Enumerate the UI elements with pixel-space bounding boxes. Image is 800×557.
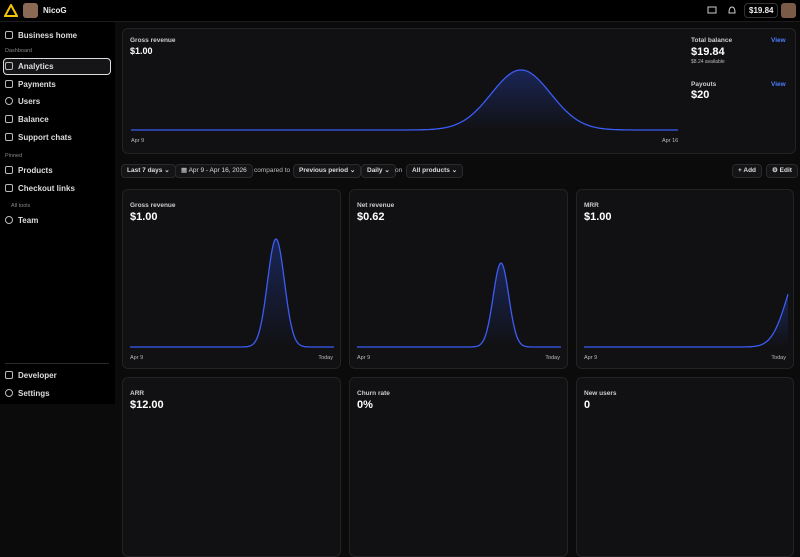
nav-icon [5, 166, 13, 174]
balance-value: $19.84 [691, 46, 725, 58]
bell-icon[interactable] [727, 6, 737, 16]
nav-section[interactable]: All tools [11, 203, 31, 209]
label: Last 7 days [127, 167, 163, 174]
avatar[interactable] [23, 3, 38, 18]
home-icon [5, 31, 13, 39]
interval-select[interactable]: Daily ⌄ [361, 164, 396, 178]
card-title: Net revenue [357, 202, 395, 209]
products-select[interactable]: All products ⌄ [406, 164, 464, 178]
label: Daily [367, 167, 383, 174]
logo [4, 4, 18, 17]
nav-icon [5, 184, 13, 192]
nav-icon [5, 216, 13, 224]
card-value: $1.00 [130, 211, 158, 223]
card-value: $1.00 [130, 46, 153, 56]
nav-item[interactable]: Analytics [18, 62, 54, 71]
nav-item[interactable]: Payments [18, 80, 56, 89]
metric-card: Churn rate 0% [349, 377, 568, 557]
nav-item[interactable]: Users [18, 97, 41, 106]
balance-note: $8.24 available [691, 59, 725, 65]
axis-label: Apr 9 [130, 355, 144, 361]
payouts-value: $20 [691, 89, 710, 101]
nav-icon [5, 133, 13, 141]
axis-label: Apr 16 [662, 138, 679, 144]
nav-item[interactable]: Products [18, 166, 53, 175]
card-title: Churn rate [357, 390, 390, 397]
metric-card: Net revenue $0.62 Apr 9 Today [349, 189, 568, 369]
card-chart [357, 262, 561, 348]
axis-label: Apr 9 [357, 355, 371, 361]
balance-button[interactable]: $19.84 [744, 3, 779, 18]
nav-section: Pinned [5, 153, 23, 159]
card-title: MRR [584, 202, 599, 209]
card-value: 0 [584, 399, 591, 411]
edit-button[interactable]: ⚙ Edit [766, 164, 798, 178]
nav-active [3, 58, 111, 75]
card-chart [584, 294, 789, 348]
card-value: 0% [357, 399, 373, 411]
nav-section: Dashboard [5, 48, 32, 54]
nav-icon [5, 371, 13, 379]
range-select[interactable]: Last 7 days ⌄ [121, 164, 176, 178]
nav-icon [5, 389, 13, 397]
nav-icon [5, 115, 13, 123]
nav-item[interactable]: Balance [18, 115, 49, 124]
label: All products [412, 167, 450, 174]
payouts-title: Payouts [691, 81, 717, 88]
label: Previous period [299, 167, 349, 174]
metric-card: ARR $12.00 [122, 377, 341, 557]
card-title: New users [584, 390, 617, 397]
card-value: $12.00 [130, 399, 164, 411]
chat-icon[interactable] [707, 6, 717, 16]
overview-chart [131, 69, 678, 131]
card-title: Gross revenue [130, 37, 176, 44]
view-link[interactable]: View [771, 37, 786, 44]
card-chart [130, 238, 334, 348]
axis-label: Today [771, 355, 786, 361]
nav-item[interactable]: Team [18, 216, 39, 225]
metric-card: Gross revenue $1.00 Apr 9 Today [122, 189, 341, 369]
nav-icon [5, 97, 13, 105]
nav-item[interactable]: Checkout links [18, 184, 75, 193]
add-button[interactable]: + Add [732, 164, 763, 178]
nav-item[interactable]: Support chats [18, 133, 72, 142]
view-link[interactable]: View [771, 81, 786, 88]
metric-card: MRR $1.00 Apr 9 Today [576, 189, 794, 369]
account-name[interactable]: NicoG [43, 6, 67, 15]
text: compared to [254, 167, 291, 174]
divider [5, 363, 109, 364]
label: Add [743, 167, 757, 174]
date-select[interactable]: ▦ Apr 9 - Apr 16, 2026 [175, 164, 253, 178]
nav-item[interactable]: Business home [18, 31, 78, 40]
nav-item[interactable]: Settings [18, 389, 50, 398]
card-value: $1.00 [584, 211, 612, 223]
topbar: NicoG $19.84 [0, 0, 800, 22]
user-avatar[interactable] [781, 3, 796, 18]
text: on [395, 167, 403, 174]
axis-label: Today [318, 355, 333, 361]
comparison-select[interactable]: Previous period ⌄ [293, 164, 362, 178]
label: Edit [779, 167, 792, 174]
overview-card: Gross revenue $1.00 Apr 9 Apr 16 Total b… [122, 28, 796, 154]
label: Apr 9 - Apr 16, 2026 [188, 167, 247, 174]
nav-icon [5, 62, 13, 70]
axis-label: Today [545, 355, 560, 361]
axis-label: Apr 9 [584, 355, 598, 361]
axis-label: Apr 9 [131, 138, 145, 144]
balance-title: Total balance [691, 37, 733, 44]
card-value: $0.62 [357, 211, 385, 223]
metric-card: New users 0 [576, 377, 794, 557]
nav-icon [5, 80, 13, 88]
nav-item[interactable]: Developer [18, 371, 57, 380]
card-title: Gross revenue [130, 202, 176, 209]
card-title: ARR [130, 390, 145, 397]
